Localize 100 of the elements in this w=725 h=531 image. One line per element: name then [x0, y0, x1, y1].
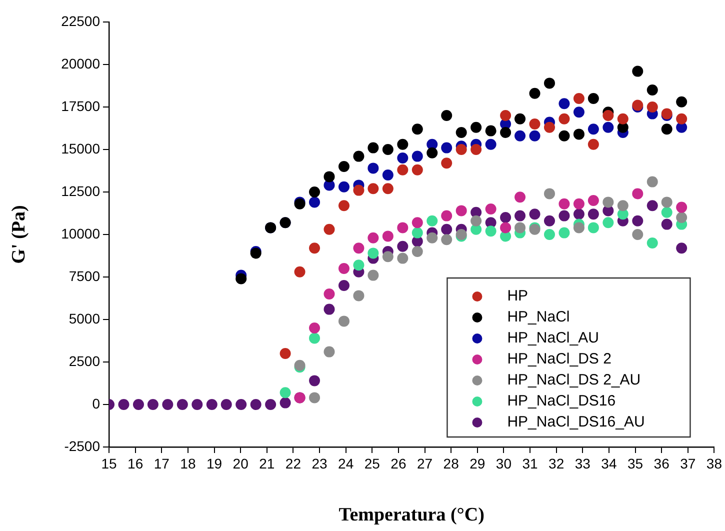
- point: [646, 102, 658, 112]
- point: [265, 399, 276, 410]
- point: [676, 96, 688, 108]
- point: [412, 246, 423, 257]
- point: [676, 113, 688, 124]
- point: [441, 210, 452, 222]
- point: [500, 110, 512, 121]
- point: [309, 322, 320, 334]
- x-tick-label: 24: [338, 455, 354, 472]
- point: [324, 224, 335, 235]
- point: [646, 84, 658, 96]
- point: [353, 150, 364, 162]
- y-tick-label: 22500: [61, 12, 100, 29]
- point: [294, 266, 306, 278]
- point: [588, 124, 599, 135]
- point: [353, 242, 364, 254]
- point: [441, 142, 452, 154]
- y-tick-label: -2500: [64, 438, 100, 454]
- point: [412, 164, 423, 176]
- point: [676, 202, 688, 213]
- point: [676, 242, 688, 254]
- point: [470, 215, 482, 226]
- point: [544, 122, 555, 133]
- point: [500, 212, 512, 223]
- point: [236, 399, 247, 410]
- point: [661, 196, 672, 208]
- point: [397, 252, 408, 264]
- x-tick-label: 21: [259, 455, 275, 472]
- point: [514, 222, 526, 234]
- point: [441, 158, 452, 169]
- point: [514, 192, 526, 203]
- y-axis-title: G' (Pa): [8, 205, 30, 264]
- point: [309, 392, 320, 404]
- point: [382, 183, 394, 194]
- x-tick-label: 37: [680, 455, 696, 472]
- x-tick-label: 28: [443, 455, 460, 472]
- point: [412, 227, 423, 238]
- point: [412, 150, 423, 162]
- point: [236, 273, 247, 284]
- point: [324, 304, 335, 315]
- point: [676, 212, 688, 223]
- x-tick-label: 19: [206, 455, 222, 472]
- point: [456, 205, 467, 216]
- point: [426, 147, 438, 158]
- point: [412, 124, 423, 135]
- point: [368, 270, 379, 281]
- point: [426, 215, 438, 226]
- point: [324, 171, 335, 182]
- point: [250, 399, 262, 410]
- point: [529, 208, 540, 220]
- y-tick-label: 7500: [68, 268, 100, 284]
- point: [309, 186, 320, 198]
- point: [514, 210, 526, 222]
- point: [529, 130, 540, 142]
- point: [588, 222, 599, 234]
- point: [309, 242, 320, 254]
- point: [470, 144, 482, 155]
- x-tick-label: 26: [390, 455, 406, 472]
- legend-label: HP_NaCl: [507, 308, 570, 326]
- point: [573, 208, 584, 220]
- point: [558, 227, 570, 238]
- point: [382, 144, 394, 155]
- point: [397, 138, 408, 150]
- point: [206, 399, 218, 410]
- point: [441, 224, 452, 235]
- point: [661, 206, 672, 218]
- point: [324, 346, 335, 358]
- legend-label: HP_NaCl_DS16: [507, 392, 616, 410]
- point: [661, 218, 672, 230]
- point: [220, 399, 232, 410]
- point: [485, 138, 496, 150]
- point: [632, 229, 644, 240]
- point: [558, 130, 570, 142]
- point: [353, 260, 364, 271]
- point: [397, 164, 408, 176]
- point: [646, 238, 658, 248]
- point: [646, 200, 658, 212]
- x-tick-label: 17: [154, 455, 170, 472]
- x-tick-label: 32: [548, 455, 564, 472]
- point: [426, 232, 438, 244]
- point: [368, 183, 379, 194]
- point: [456, 144, 467, 155]
- point: [382, 251, 394, 262]
- point: [397, 152, 408, 164]
- point: [353, 184, 364, 196]
- y-tick-label: 0: [92, 395, 100, 412]
- legend-label: HP_NaCl_DS 2_AU: [507, 372, 641, 389]
- x-tick-label: 30: [496, 455, 512, 472]
- x-tick-label: 35: [627, 455, 644, 472]
- point: [573, 198, 584, 210]
- y-tick-label: 15000: [61, 140, 100, 156]
- point: [602, 196, 614, 208]
- point: [338, 181, 350, 192]
- point: [353, 290, 364, 302]
- point: [368, 232, 379, 244]
- point: [573, 222, 584, 234]
- point: [544, 215, 555, 226]
- point: [500, 222, 512, 234]
- x-tick-label: 27: [416, 455, 433, 472]
- point: [280, 397, 291, 408]
